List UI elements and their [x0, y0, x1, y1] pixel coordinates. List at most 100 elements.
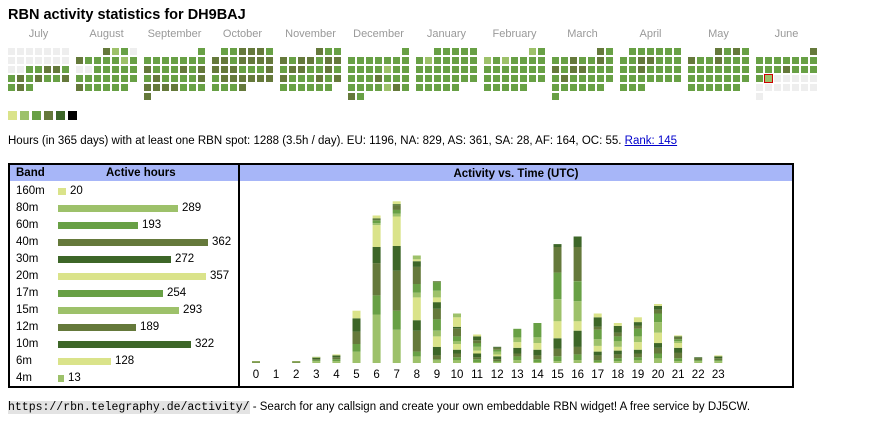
calendar-day-cell[interactable]: [588, 66, 595, 73]
calendar-day-cell[interactable]: [561, 66, 568, 73]
calendar-day-cell[interactable]: [484, 57, 491, 64]
calendar-day-cell[interactable]: [538, 57, 545, 64]
calendar-day-cell[interactable]: [493, 57, 500, 64]
calendar-day-cell[interactable]: [656, 75, 663, 82]
calendar-day-cell[interactable]: [733, 75, 740, 82]
calendar-day-cell[interactable]: [416, 57, 423, 64]
calendar-day-cell[interactable]: [325, 48, 332, 55]
calendar-day-cell[interactable]: [733, 84, 740, 91]
calendar-day-cell[interactable]: [62, 48, 69, 55]
calendar-day-cell[interactable]: [792, 84, 799, 91]
calendar-day-cell[interactable]: [597, 48, 604, 55]
calendar-day-cell[interactable]: [792, 75, 799, 82]
calendar-day-cell[interactable]: [774, 84, 781, 91]
calendar-day-cell[interactable]: [298, 75, 305, 82]
calendar-day-cell[interactable]: [103, 66, 110, 73]
calendar-day-cell[interactable]: [493, 66, 500, 73]
calendar-day-cell[interactable]: [461, 48, 468, 55]
calendar-day-cell[interactable]: [638, 66, 645, 73]
calendar-day-cell[interactable]: [189, 75, 196, 82]
calendar-day-cell[interactable]: [656, 57, 663, 64]
calendar-day-cell[interactable]: [733, 57, 740, 64]
calendar-day-cell[interactable]: [402, 75, 409, 82]
calendar-day-cell[interactable]: [257, 48, 264, 55]
calendar-day-cell[interactable]: [76, 57, 83, 64]
calendar-day-cell[interactable]: [402, 66, 409, 73]
calendar-day-cell[interactable]: [416, 66, 423, 73]
calendar-day-cell[interactable]: [198, 84, 205, 91]
calendar-day-cell[interactable]: [375, 84, 382, 91]
calendar-day-cell[interactable]: [606, 57, 613, 64]
calendar-day-cell[interactable]: [402, 84, 409, 91]
calendar-day-cell[interactable]: [221, 57, 228, 64]
calendar-day-cell[interactable]: [44, 66, 51, 73]
calendar-day-cell[interactable]: [425, 57, 432, 64]
calendar-day-cell[interactable]: [810, 66, 817, 73]
calendar-day-cell[interactable]: [85, 84, 92, 91]
calendar-day-cell[interactable]: [425, 84, 432, 91]
calendar-day-cell[interactable]: [561, 57, 568, 64]
calendar-day-cell[interactable]: [62, 66, 69, 73]
calendar-day-cell[interactable]: [461, 66, 468, 73]
calendar-today-cell[interactable]: [764, 74, 773, 83]
calendar-day-cell[interactable]: [783, 66, 790, 73]
calendar-day-cell[interactable]: [221, 48, 228, 55]
calendar-day-cell[interactable]: [189, 66, 196, 73]
calendar-day-cell[interactable]: [298, 84, 305, 91]
calendar-day-cell[interactable]: [724, 48, 731, 55]
calendar-day-cell[interactable]: [130, 66, 137, 73]
calendar-day-cell[interactable]: [212, 57, 219, 64]
calendar-day-cell[interactable]: [153, 66, 160, 73]
calendar-day-cell[interactable]: [348, 66, 355, 73]
calendar-day-cell[interactable]: [724, 66, 731, 73]
calendar-day-cell[interactable]: [266, 66, 273, 73]
calendar-day-cell[interactable]: [325, 66, 332, 73]
calendar-day-cell[interactable]: [325, 75, 332, 82]
calendar-day-cell[interactable]: [561, 84, 568, 91]
calendar-day-cell[interactable]: [810, 48, 817, 55]
calendar-day-cell[interactable]: [180, 66, 187, 73]
calendar-day-cell[interactable]: [443, 48, 450, 55]
calendar-day-cell[interactable]: [674, 75, 681, 82]
calendar-day-cell[interactable]: [688, 57, 695, 64]
calendar-day-cell[interactable]: [17, 57, 24, 64]
calendar-day-cell[interactable]: [171, 84, 178, 91]
calendar-day-cell[interactable]: [638, 48, 645, 55]
calendar-day-cell[interactable]: [325, 57, 332, 64]
calendar-day-cell[interactable]: [393, 84, 400, 91]
calendar-day-cell[interactable]: [443, 84, 450, 91]
calendar-day-cell[interactable]: [529, 48, 536, 55]
calendar-day-cell[interactable]: [742, 66, 749, 73]
calendar-day-cell[interactable]: [484, 75, 491, 82]
calendar-day-cell[interactable]: [511, 57, 518, 64]
calendar-day-cell[interactable]: [538, 75, 545, 82]
calendar-day-cell[interactable]: [130, 48, 137, 55]
calendar-day-cell[interactable]: [212, 84, 219, 91]
calendar-day-cell[interactable]: [810, 75, 817, 82]
calendar-day-cell[interactable]: [443, 75, 450, 82]
calendar-day-cell[interactable]: [742, 57, 749, 64]
calendar-day-cell[interactable]: [307, 66, 314, 73]
calendar-day-cell[interactable]: [425, 66, 432, 73]
calendar-day-cell[interactable]: [230, 75, 237, 82]
calendar-day-cell[interactable]: [316, 57, 323, 64]
calendar-day-cell[interactable]: [561, 75, 568, 82]
calendar-day-cell[interactable]: [316, 66, 323, 73]
calendar-day-cell[interactable]: [334, 66, 341, 73]
calendar-day-cell[interactable]: [529, 57, 536, 64]
calendar-day-cell[interactable]: [162, 57, 169, 64]
calendar-day-cell[interactable]: [452, 66, 459, 73]
calendar-day-cell[interactable]: [538, 48, 545, 55]
calendar-day-cell[interactable]: [248, 57, 255, 64]
calendar-day-cell[interactable]: [656, 48, 663, 55]
calendar-day-cell[interactable]: [375, 57, 382, 64]
calendar-day-cell[interactable]: [239, 48, 246, 55]
calendar-day-cell[interactable]: [94, 66, 101, 73]
calendar-day-cell[interactable]: [443, 66, 450, 73]
calendar-day-cell[interactable]: [452, 57, 459, 64]
calendar-day-cell[interactable]: [280, 57, 287, 64]
calendar-day-cell[interactable]: [520, 66, 527, 73]
calendar-day-cell[interactable]: [461, 57, 468, 64]
calendar-day-cell[interactable]: [266, 75, 273, 82]
calendar-day-cell[interactable]: [579, 66, 586, 73]
